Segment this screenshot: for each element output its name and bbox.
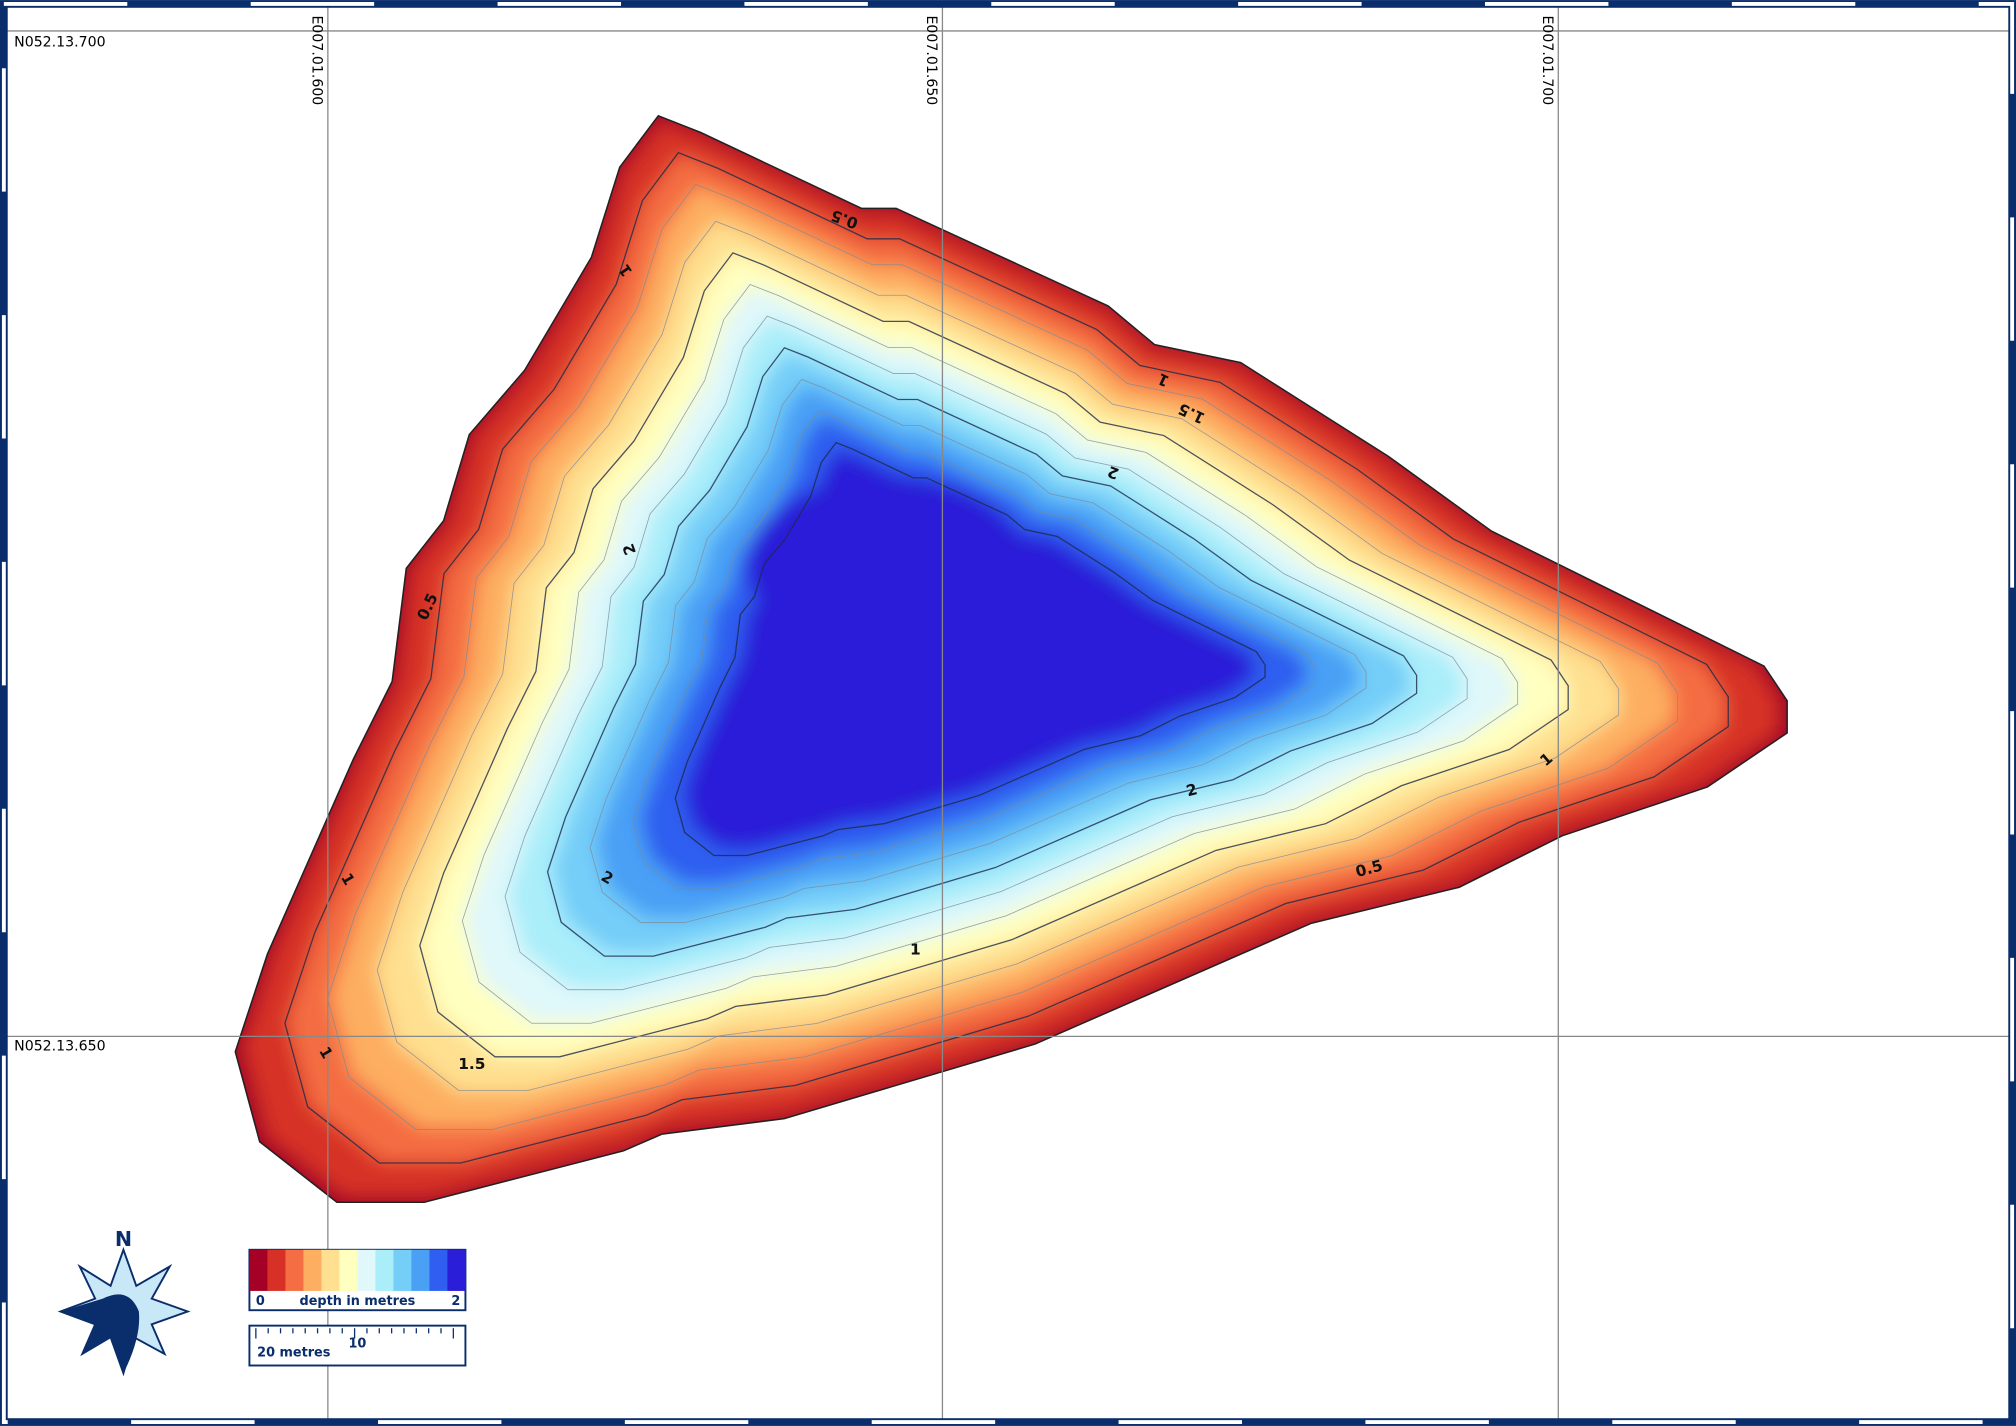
contour-line	[419, 252, 1569, 1058]
contour-label: 2	[1184, 780, 1199, 800]
lat-label: N052.13.650	[14, 1039, 105, 1055]
legend-swatch	[429, 1249, 448, 1291]
legend-swatch	[303, 1249, 322, 1291]
contour-line	[504, 315, 1468, 991]
legend-swatch	[411, 1249, 430, 1291]
contour-line	[632, 410, 1316, 890]
scale-bar: 10 20 metres	[248, 1324, 467, 1367]
contour-line	[546, 346, 1418, 957]
legend-swatch	[447, 1249, 466, 1291]
legend-swatch	[339, 1249, 358, 1291]
legend-swatch	[285, 1249, 304, 1291]
legend-title: depth in metres	[300, 1294, 416, 1309]
legend: 0 depth in metres 2	[248, 1248, 467, 1312]
scale-label: 20 metres	[257, 1346, 331, 1361]
contour-line	[327, 183, 1678, 1130]
depth-fill	[235, 115, 1788, 1203]
graticule	[6, 6, 2010, 1420]
lat-label: N052.13.700	[14, 34, 105, 50]
legend-swatch	[375, 1249, 394, 1291]
legend-swatch	[249, 1249, 268, 1291]
contours	[284, 151, 1729, 1164]
depth-band	[745, 475, 1029, 656]
shoreline	[234, 114, 1788, 1203]
contour-line	[461, 284, 1519, 1024]
legend-min: 0	[256, 1294, 265, 1309]
contour-label: 1	[910, 941, 921, 959]
contour-line	[589, 378, 1367, 923]
scale-mid: 10	[348, 1337, 366, 1352]
legend-swatch	[321, 1249, 340, 1291]
lon-label: E007.01.600	[308, 16, 324, 106]
lon-label: E007.01.650	[923, 16, 939, 106]
legend-swatch	[357, 1249, 376, 1291]
lon-label: E007.01.700	[1539, 16, 1555, 106]
legend-max: 2	[451, 1294, 460, 1309]
contour-line	[284, 151, 1729, 1164]
contour-line	[376, 220, 1620, 1091]
contour-line	[674, 441, 1266, 857]
contour-label: 1.5	[458, 1055, 485, 1073]
legend-swatch	[393, 1249, 412, 1291]
legend-swatch	[267, 1249, 286, 1291]
north-label: N	[115, 1227, 132, 1251]
compass: N	[57, 1227, 191, 1377]
